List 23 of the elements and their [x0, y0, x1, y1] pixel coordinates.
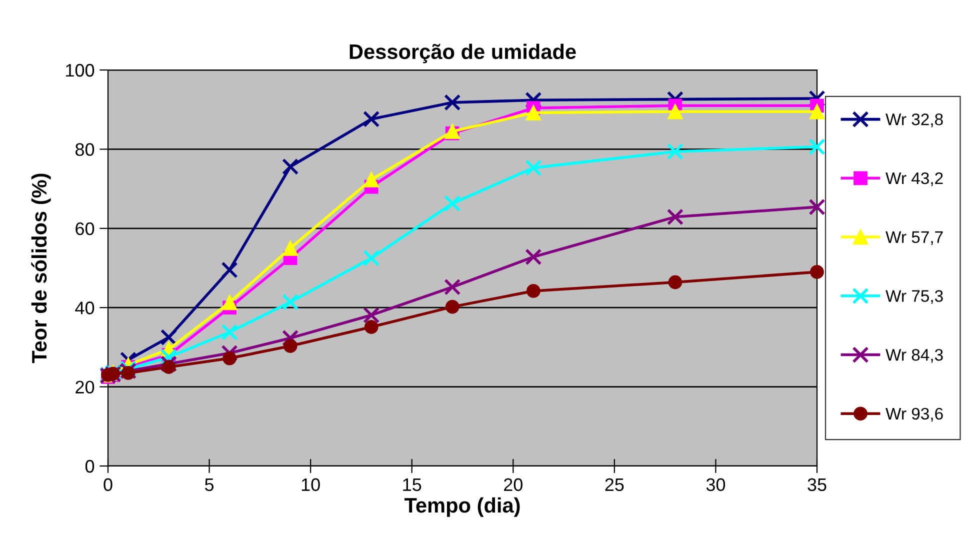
legend-label: Wr 43,2: [886, 172, 943, 186]
legend-label: Wr 32,8: [886, 113, 943, 128]
legend-label: Wr 84,3: [886, 348, 943, 363]
x-tick-label: 0: [104, 478, 112, 492]
y-tick-label: 20: [76, 380, 94, 394]
x-tick-label: 30: [706, 478, 726, 492]
y-axis-title: Teor de sólidos (%): [31, 174, 51, 364]
x-tick-label: 10: [302, 478, 320, 492]
x-tick-label: 25: [605, 478, 624, 492]
y-tick-label: 0: [85, 460, 94, 473]
legend-label: Wr 57,7: [886, 231, 943, 246]
legend-label: Wr 75,3: [886, 290, 943, 304]
y-tick-label: 60: [76, 222, 94, 236]
y-tick-label: 80: [76, 143, 94, 156]
y-tick-label: 100: [66, 64, 94, 77]
x-tick-label: 35: [808, 478, 826, 492]
x-tick-label: 5: [204, 478, 214, 492]
x-axis-title: Tempo (dia): [404, 497, 520, 517]
legend-label: Wr 93,6: [886, 408, 943, 422]
x-tick-label: 15: [403, 478, 422, 492]
x-tick-label: 20: [504, 478, 522, 492]
chart-title: Dessorção de umidade: [350, 44, 576, 64]
y-tick-label: 40: [75, 302, 94, 314]
